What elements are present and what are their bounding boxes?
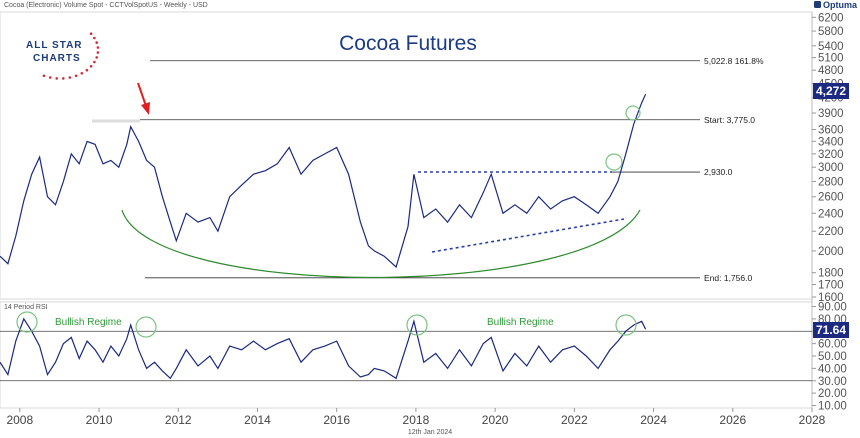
x-tick-label: 2026 — [719, 413, 746, 427]
logo-line-1: ALL STAR — [26, 40, 83, 51]
optuma-brand: Optuma — [814, 0, 858, 10]
x-tick-label: 2022 — [561, 413, 588, 427]
level-label: 2,930.0 — [704, 167, 733, 177]
logo-star — [93, 36, 96, 40]
price-y-tick-label: 1800 — [818, 268, 844, 280]
rsi-y-tick-label: 20.00 — [818, 388, 847, 400]
triangle-lower-line — [431, 218, 625, 253]
x-tick-label: 2028 — [799, 413, 826, 427]
footer-date: 12th Jan 2024 — [408, 429, 452, 436]
chart-source-label: Cocoa (Electronic) Volume Spot - CCTVolS… — [4, 2, 208, 9]
rsi-series-line — [0, 317, 647, 380]
price-y-tick-label: 1600 — [818, 292, 844, 304]
rsi-y-tick-label: 40.00 — [818, 363, 847, 375]
rsi-y-tick-label: 50.00 — [818, 351, 847, 363]
price-y-tick-label: 2000 — [818, 246, 844, 258]
price-y-tick-label: 2200 — [818, 226, 844, 238]
rsi-last-value: 71.64 — [816, 323, 846, 337]
logo-star-ring — [42, 32, 100, 80]
logo-star — [74, 74, 78, 78]
price-y-tick-label: 2600 — [818, 192, 844, 204]
optuma-icon — [814, 1, 821, 8]
level-label: End: 1,756.0 — [704, 273, 752, 283]
logo-star — [85, 68, 89, 72]
last-price-badge: 4,272 — [813, 83, 849, 99]
logo-star — [95, 56, 98, 59]
logo-star — [95, 41, 98, 44]
last-price-value: 4,272 — [816, 84, 846, 98]
rsi-panel — [0, 301, 813, 409]
price-y-tick-label: 5800 — [818, 26, 844, 38]
logo-star — [96, 46, 100, 49]
rsi-circle-1 — [16, 311, 38, 333]
price-y-tick-label: 2400 — [818, 208, 844, 220]
price-y-tick-label: 5400 — [818, 41, 844, 53]
price-y-tick-label: 4800 — [818, 65, 844, 77]
logo-line-2: CHARTS — [33, 53, 81, 64]
price-y-tick-label: 3000 — [818, 162, 844, 174]
rsi-panel-label: 14 Period RSI — [4, 304, 48, 311]
price-y-tick-label: 3200 — [818, 149, 844, 161]
price-series-line — [0, 93, 647, 269]
breakout-circle-1 — [605, 153, 623, 171]
logo-star — [89, 65, 93, 68]
price-y-tick-label: 6200 — [818, 12, 844, 24]
logo-star — [48, 76, 52, 79]
rsi-reference-lines — [0, 330, 812, 382]
x-tick-label: 2018 — [403, 413, 430, 427]
level-label: 5,022.8 161.8% — [704, 56, 764, 66]
all-star-charts-logo: ALL STAR CHARTS — [26, 32, 100, 80]
rsi-circle-2 — [135, 316, 157, 338]
level-label: Start: 3,775.0 — [704, 115, 755, 125]
cup-pattern-arc — [121, 209, 641, 279]
x-tick-label: 2010 — [86, 413, 113, 427]
rsi-circle-4 — [615, 314, 637, 336]
x-tick-label: 2012 — [165, 413, 192, 427]
price-y-tick-label: 1700 — [818, 279, 844, 291]
logo-star — [55, 77, 58, 80]
fib-levels: 5,022.8 161.8% Start: 3,775.0 2,930.0 End: … — [140, 56, 764, 283]
rsi-last-badge: 71.64 — [813, 322, 849, 338]
price-panel — [0, 11, 813, 300]
price-y-tick-label: 5100 — [818, 53, 844, 65]
rsi-y-axis: 10.0020.0030.0040.0050.0060.0070.0080.00… — [812, 301, 847, 413]
breakout-circle-2 — [625, 105, 641, 121]
rsi-y-tick-label: 90.00 — [818, 301, 847, 313]
x-tick-label: 2014 — [244, 413, 271, 427]
bullish-regime-label-1: Bullish Regime — [55, 317, 122, 328]
red-arrow-icon — [137, 82, 150, 115]
logo-star — [80, 72, 84, 75]
rsi-circle-3 — [406, 314, 428, 336]
rsi-y-tick-label: 10.00 — [818, 401, 847, 413]
rsi-y-tick-label: 60.00 — [818, 339, 847, 351]
logo-star — [68, 76, 72, 79]
brand-label: Optuma — [823, 0, 858, 10]
x-tick-label: 2016 — [323, 413, 350, 427]
chart-title: Cocoa Futures — [339, 32, 477, 55]
logo-star — [42, 74, 46, 78]
price-y-tick-label: 3400 — [818, 136, 844, 148]
x-tick-label: 2024 — [640, 413, 667, 427]
logo-star — [96, 51, 100, 54]
x-tick-label: 2008 — [6, 413, 33, 427]
rsi-y-tick-label: 30.00 — [818, 376, 847, 388]
logo-star — [62, 77, 65, 80]
bullish-regime-label-2: Bullish Regime — [487, 317, 554, 328]
logo-star — [93, 60, 96, 64]
price-y-tick-label: 3900 — [818, 108, 844, 120]
price-y-tick-label: 3600 — [818, 125, 844, 137]
x-axis: 2008 2010 2012 2014 2016 2018 2020 2022 2024 2026… — [6, 408, 826, 427]
price-y-tick-label: 2800 — [818, 176, 844, 188]
x-tick-label: 2020 — [482, 413, 509, 427]
logo-star — [89, 32, 93, 35]
